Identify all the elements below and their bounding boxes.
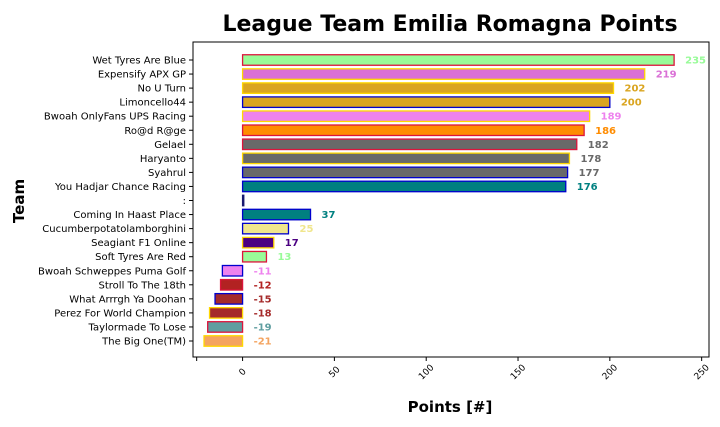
bar-value-label: -11 (254, 266, 272, 277)
y-tick-label: : (183, 196, 186, 207)
bar (241, 194, 245, 207)
y-tick-label: Stroll To The 18th (99, 280, 186, 291)
y-tick-label: Taylormade To Lose (88, 322, 186, 333)
x-axis-label: Points [#] (408, 398, 493, 416)
y-tick-label: Wet Tyres Are Blue (92, 56, 186, 67)
y-tick-label: No U Turn (138, 84, 186, 95)
y-tick-label: Expensify APX GP (98, 70, 186, 81)
bar-value-label: -21 (254, 337, 272, 348)
bar (241, 82, 615, 94)
y-tick-label: What Arrrgh Ya Doohan (69, 294, 186, 305)
y-tick-label: Seagiant F1 Online (91, 238, 186, 249)
bar-value-label: 37 (322, 210, 336, 221)
bar-value-label: 25 (299, 224, 313, 235)
y-tick-label: Ro@d R@ge (124, 126, 186, 137)
bar (241, 68, 646, 80)
bar-value-label: 176 (577, 182, 598, 193)
bar (219, 278, 244, 291)
y-tick-label: Cucumberpotatolamborghini (42, 224, 186, 235)
bar-value-label: 177 (579, 168, 600, 179)
bar-value-label: 186 (595, 126, 616, 137)
x-tick-label: 0 (238, 367, 249, 378)
y-tick-label: The Big One(TM) (101, 337, 186, 348)
bar-value-label: 17 (285, 238, 299, 249)
x-tick-label: 250 (693, 363, 712, 382)
bar-value-label: -18 (254, 308, 272, 319)
y-tick-label: Soft Tyres Are Red (95, 252, 186, 263)
bar-value-label: 235 (685, 56, 706, 67)
bar (241, 96, 611, 109)
bar (241, 250, 268, 263)
bar-value-label: 178 (580, 154, 601, 165)
bar (241, 54, 675, 66)
bar-value-label: -19 (254, 322, 272, 333)
bar-value-label: -12 (254, 280, 272, 291)
plot-frame (192, 41, 710, 358)
bar (241, 208, 312, 221)
y-tick-label: Limoncello44 (119, 98, 186, 109)
bar (207, 321, 244, 333)
y-axis-label: Team (10, 179, 28, 223)
y-tick-label: Bwoah Schweppes Puma Golf (38, 266, 186, 277)
bar-value-label: 200 (621, 98, 642, 109)
bar-value-label: 182 (588, 140, 609, 151)
bar (241, 236, 275, 249)
bar (208, 306, 244, 319)
x-tick-label: 50 (327, 365, 342, 380)
x-tick-label: 150 (509, 363, 528, 382)
bar (241, 180, 567, 193)
bar (241, 124, 585, 137)
y-tick-label: Perez For World Champion (54, 308, 186, 319)
bar (241, 110, 591, 123)
bar-value-label: 189 (601, 112, 622, 123)
bar-value-label: 219 (656, 70, 677, 81)
bar-value-label: 202 (625, 84, 646, 95)
chart-title: League Team Emilia Romagna Points (222, 12, 677, 37)
y-tick-label: Coming In Haast Place (73, 210, 186, 221)
y-tick-label: You Hadjar Chance Racing (54, 182, 186, 193)
bar (241, 138, 578, 151)
x-tick-label: 100 (417, 363, 436, 382)
bar (241, 222, 290, 235)
y-tick-label: Bwoah OnlyFans UPS Racing (44, 112, 186, 123)
bar-value-label: 13 (277, 252, 291, 263)
plot-area: Wet Tyres Are Blue 235 Expensify APX GP 219… (38, 41, 712, 382)
y-tick-label: Syahrul (148, 168, 186, 179)
bar-value-label: -15 (254, 294, 272, 305)
bar (241, 166, 569, 179)
y-tick-label: Haryanto (140, 154, 186, 165)
y-tick-label: Gelael (154, 140, 186, 151)
bar (221, 264, 244, 277)
bar (214, 292, 244, 305)
bar (203, 335, 244, 347)
bar (241, 152, 571, 165)
x-tick-label: 200 (601, 363, 620, 382)
